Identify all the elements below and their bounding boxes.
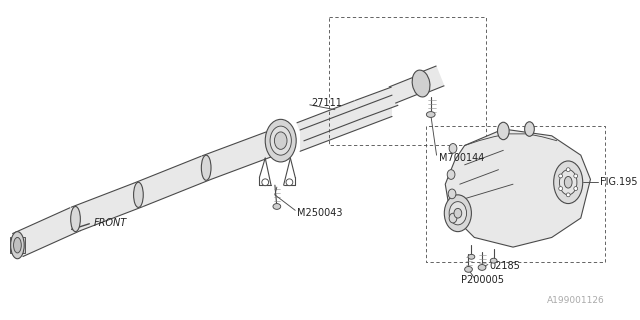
Ellipse shape — [286, 179, 293, 186]
Ellipse shape — [574, 187, 578, 190]
Ellipse shape — [566, 168, 570, 172]
Ellipse shape — [70, 206, 81, 232]
Polygon shape — [10, 237, 25, 253]
Text: FRONT: FRONT — [94, 218, 127, 228]
Text: M250043: M250043 — [297, 208, 342, 218]
Ellipse shape — [262, 179, 269, 186]
Ellipse shape — [554, 161, 582, 204]
Ellipse shape — [454, 208, 461, 218]
Ellipse shape — [497, 122, 509, 140]
Ellipse shape — [426, 112, 435, 117]
Ellipse shape — [270, 126, 291, 155]
Ellipse shape — [449, 202, 467, 225]
Ellipse shape — [468, 254, 475, 259]
Ellipse shape — [202, 155, 211, 180]
Ellipse shape — [449, 213, 457, 223]
Ellipse shape — [265, 119, 296, 162]
Ellipse shape — [448, 189, 456, 199]
Text: P200005: P200005 — [461, 275, 504, 285]
Text: A199001126: A199001126 — [547, 296, 605, 305]
Polygon shape — [12, 208, 81, 257]
Ellipse shape — [275, 132, 287, 149]
Ellipse shape — [564, 176, 572, 188]
Ellipse shape — [574, 174, 578, 178]
Ellipse shape — [449, 144, 457, 153]
Ellipse shape — [134, 182, 143, 207]
Polygon shape — [417, 66, 444, 93]
Polygon shape — [445, 129, 591, 247]
Ellipse shape — [559, 187, 563, 190]
Ellipse shape — [13, 237, 21, 253]
Ellipse shape — [447, 170, 455, 179]
Ellipse shape — [490, 258, 497, 263]
Ellipse shape — [273, 204, 281, 209]
Text: FIG.195: FIG.195 — [600, 177, 637, 187]
Polygon shape — [300, 95, 392, 151]
Ellipse shape — [559, 174, 563, 178]
Text: M700144: M700144 — [440, 153, 485, 163]
Ellipse shape — [525, 122, 534, 136]
Polygon shape — [296, 100, 362, 141]
Ellipse shape — [559, 170, 577, 195]
Ellipse shape — [566, 193, 570, 197]
Polygon shape — [71, 183, 143, 231]
Ellipse shape — [412, 70, 430, 97]
Ellipse shape — [11, 232, 24, 259]
Ellipse shape — [478, 265, 486, 270]
Text: 27111: 27111 — [312, 98, 342, 108]
Polygon shape — [134, 156, 211, 206]
Polygon shape — [355, 87, 398, 119]
Ellipse shape — [444, 195, 472, 232]
Text: 02185: 02185 — [490, 260, 521, 270]
Ellipse shape — [465, 267, 472, 272]
Polygon shape — [388, 76, 424, 103]
Polygon shape — [202, 132, 275, 180]
